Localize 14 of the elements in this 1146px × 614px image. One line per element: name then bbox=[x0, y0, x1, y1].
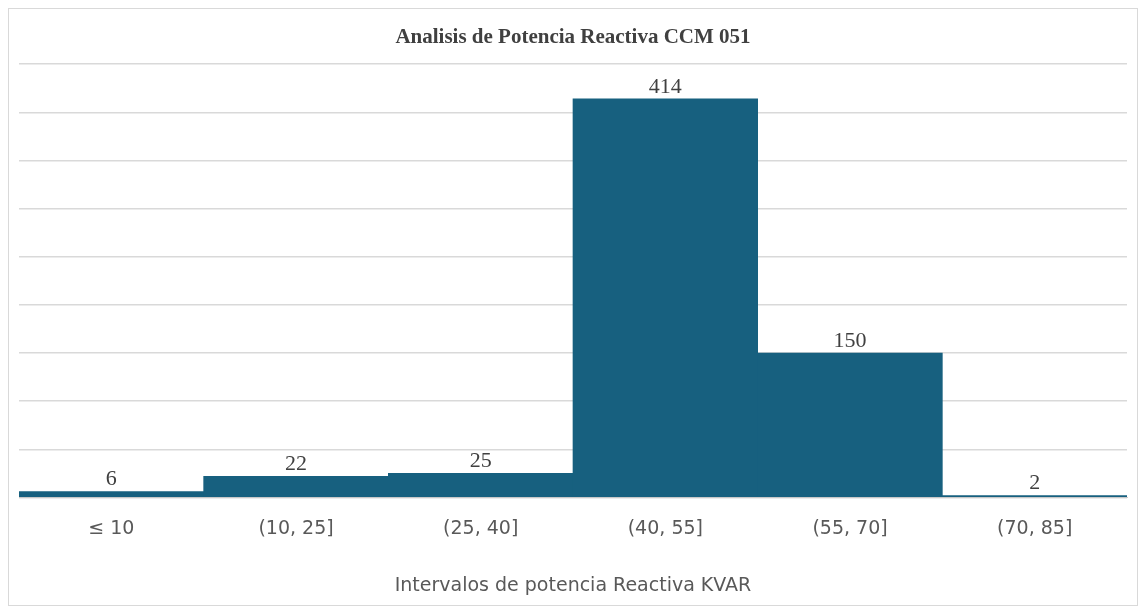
x-tick-label: (10, 25] bbox=[258, 515, 334, 538]
data-label: 25 bbox=[469, 447, 492, 473]
chart-title: Analisis de Potencia Reactiva CCM 051 bbox=[395, 24, 751, 49]
x-tick-label: (25, 40] bbox=[443, 515, 519, 538]
data-label: 22 bbox=[285, 450, 307, 475]
x-axis-title: Intervalos de potencia Reactiva KVAR bbox=[394, 572, 752, 595]
x-tick-label: (40, 55] bbox=[627, 515, 703, 538]
data-label: 150 bbox=[833, 326, 867, 352]
data-label: 414 bbox=[648, 72, 682, 98]
data-label: 2 bbox=[1029, 469, 1041, 495]
x-tick-label: ≤ 10 bbox=[88, 515, 135, 538]
data-label: 6 bbox=[105, 465, 117, 491]
x-tick-label: (70, 85] bbox=[997, 515, 1073, 538]
x-tick-label: (55, 70] bbox=[812, 515, 888, 538]
